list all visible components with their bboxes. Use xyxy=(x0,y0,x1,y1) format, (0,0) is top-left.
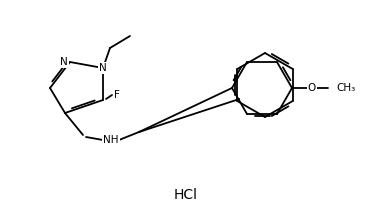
Text: N: N xyxy=(60,57,68,67)
Text: HCl: HCl xyxy=(174,188,198,202)
Text: O: O xyxy=(308,83,316,93)
Text: F: F xyxy=(114,90,120,100)
Text: NH: NH xyxy=(103,135,119,145)
Text: CH₃: CH₃ xyxy=(336,83,355,93)
Text: N: N xyxy=(99,63,107,73)
